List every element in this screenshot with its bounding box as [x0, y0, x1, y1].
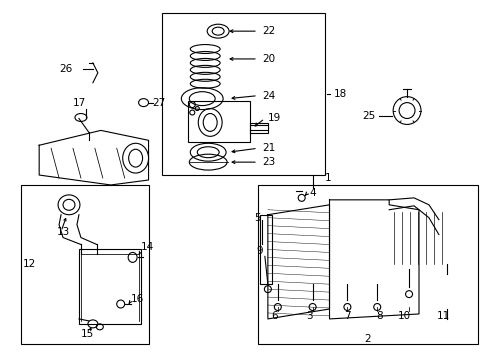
- Bar: [162, 13, 324, 175]
- Bar: [257, 185, 477, 344]
- Bar: [188, 100, 249, 142]
- Bar: [260, 215, 271, 284]
- Text: 9: 9: [256, 247, 263, 256]
- Text: 16: 16: [130, 294, 143, 304]
- Text: 26: 26: [59, 64, 72, 74]
- Text: 13: 13: [57, 226, 70, 237]
- Text: 25: 25: [361, 111, 374, 121]
- Text: 24: 24: [262, 91, 275, 101]
- Text: 1: 1: [324, 173, 330, 183]
- Bar: [21, 185, 148, 344]
- Text: 19: 19: [267, 113, 281, 123]
- Text: 23: 23: [262, 157, 275, 167]
- Bar: [249, 123, 267, 133]
- Text: 5: 5: [254, 213, 261, 223]
- Text: 17: 17: [73, 98, 86, 108]
- Text: 2: 2: [363, 334, 370, 344]
- Text: 10: 10: [397, 311, 410, 321]
- Text: 7: 7: [344, 311, 350, 321]
- Text: 20: 20: [262, 54, 274, 64]
- Text: 6: 6: [271, 311, 278, 321]
- Text: 22: 22: [262, 26, 275, 36]
- Text: 3: 3: [305, 311, 312, 321]
- Text: 27: 27: [152, 98, 165, 108]
- Text: 15: 15: [81, 329, 94, 339]
- Text: 18: 18: [333, 89, 346, 99]
- Bar: [79, 249, 141, 324]
- Text: 14: 14: [141, 243, 154, 252]
- Text: 8: 8: [375, 311, 382, 321]
- Text: 4: 4: [309, 188, 316, 198]
- Text: 11: 11: [436, 311, 449, 321]
- Text: 21: 21: [262, 143, 275, 153]
- Text: 12: 12: [23, 259, 37, 269]
